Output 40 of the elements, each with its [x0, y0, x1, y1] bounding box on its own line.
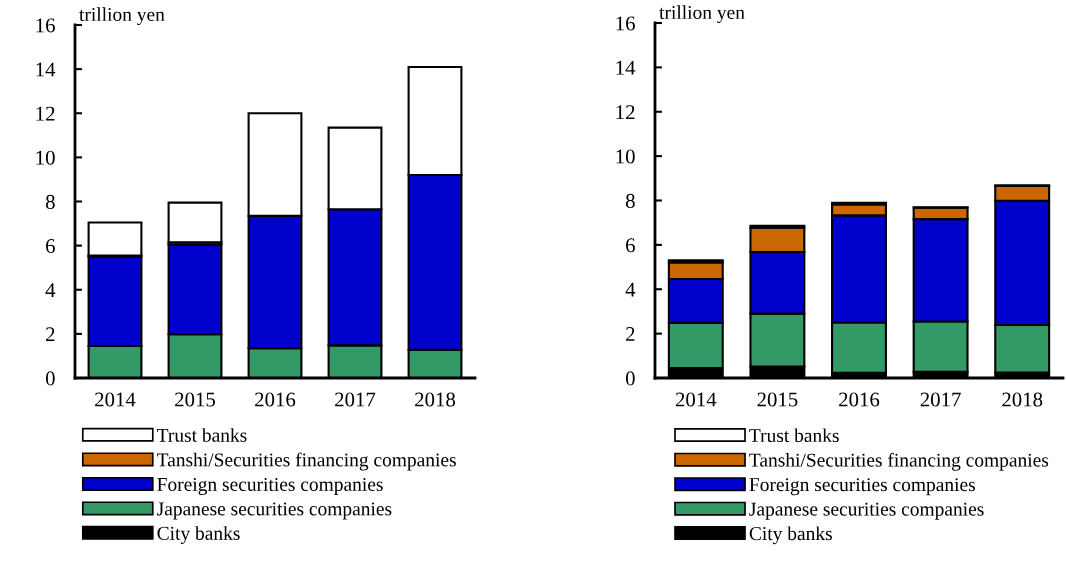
legend-label: City banks — [157, 526, 240, 544]
x-tick-label: 2016 — [255, 392, 296, 407]
legend-label: Tanshi/Securities financing companies — [749, 452, 1049, 471]
x-tick-label: 2017 — [920, 392, 961, 407]
y-tick-label: 4 — [625, 282, 636, 297]
legend-label: Trust banks — [157, 428, 247, 442]
legend-label: Japanese securities companies — [157, 502, 392, 520]
x-tick-label: 2015 — [757, 392, 798, 407]
y-tick-label: 16 — [616, 16, 635, 31]
y-axis-title: trillion yen — [659, 5, 745, 23]
y-tick-label: 6 — [46, 239, 55, 254]
y-tick-label: 16 — [36, 18, 55, 33]
y-tick-label: 0 — [625, 371, 635, 386]
legend-label: City banks — [749, 526, 832, 545]
x-tick-label: 2015 — [175, 392, 216, 407]
legend-label: Foreign securities companies — [749, 478, 975, 496]
x-tick-label: 2017 — [335, 392, 376, 407]
y-tick-label: 12 — [616, 105, 635, 119]
legend-label: Foreign securities companies — [157, 477, 383, 495]
x-tick-label: 2018 — [1002, 392, 1043, 407]
y-tick-label: 8 — [45, 194, 55, 209]
y-tick-label: 6 — [626, 238, 635, 253]
y-tick-label: 10 — [616, 149, 635, 164]
x-tick-label: 2014 — [95, 392, 136, 407]
legend-label: Tanshi/Securities financing companies — [157, 452, 456, 471]
y-tick-label: 0 — [45, 371, 55, 386]
x-tick-label: 2016 — [839, 392, 880, 407]
y-tick-label: 2 — [46, 327, 55, 342]
y-tick-label: 4 — [45, 283, 56, 297]
y-tick-label: 14 — [36, 62, 56, 77]
legend-label: Japanese securities companies — [749, 502, 984, 520]
x-tick-label: 2014 — [675, 392, 717, 407]
y-tick-label: 2 — [626, 327, 635, 341]
x-tick-label: 2018 — [415, 392, 456, 407]
legend-label: Trust banks — [749, 428, 839, 443]
y-tick-label: 14 — [616, 60, 636, 75]
y-axis-title: trillion yen — [79, 7, 165, 25]
y-tick-label: 8 — [625, 193, 635, 208]
y-tick-label: 10 — [36, 150, 55, 165]
y-tick-label: 12 — [36, 106, 55, 121]
